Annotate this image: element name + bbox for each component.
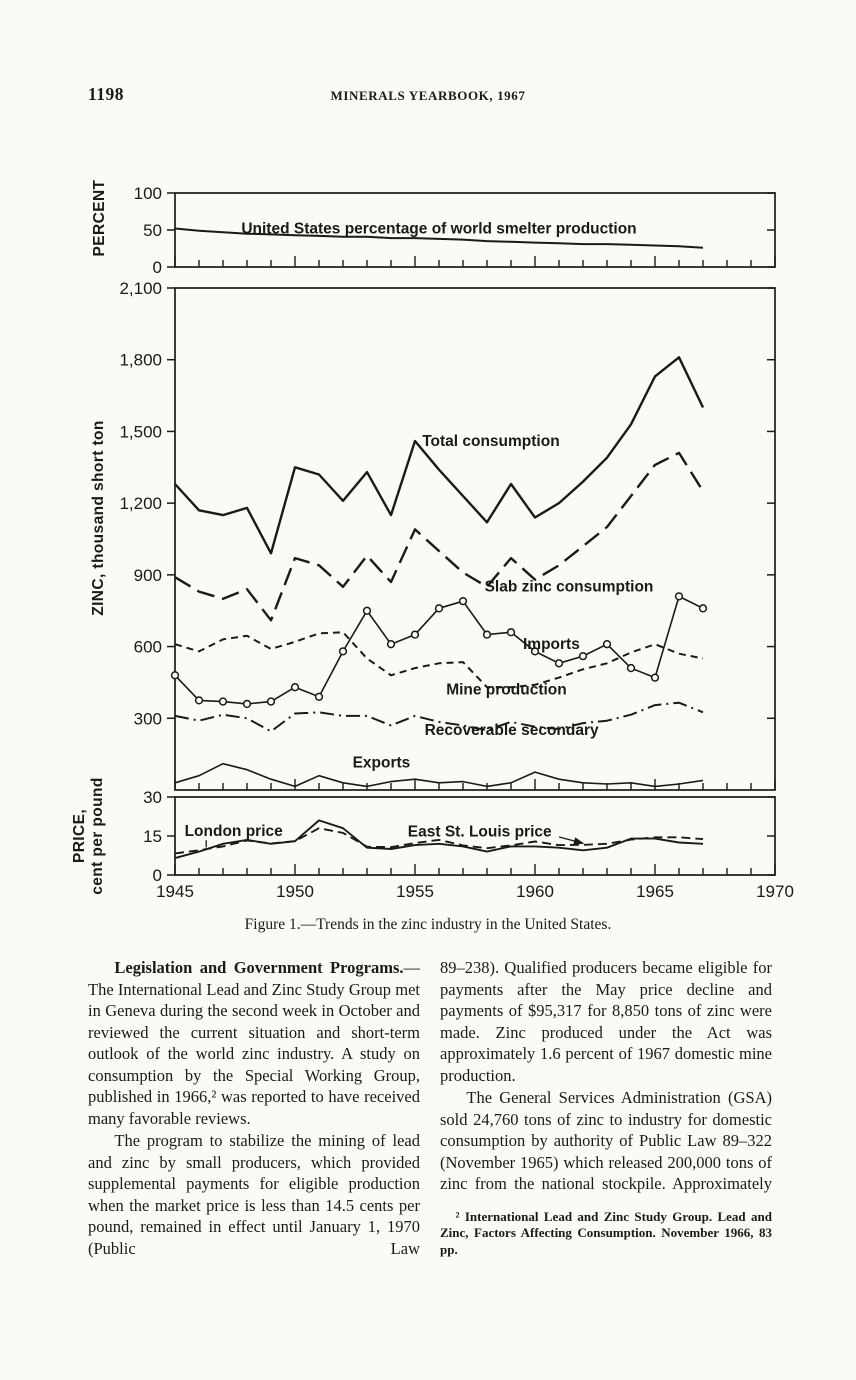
imports-marker [554,659,564,668]
right-column: 89–238). Qualified producers became elig… [440,957,772,1260]
imports-marker [578,651,588,661]
imports-marker [530,647,540,656]
imports-marker [650,673,660,682]
x-tick-label: 1970 [756,882,794,901]
figure-caption: Figure 1.—Trends in the zinc industry in… [244,916,612,933]
y-tick-label: 50 [143,221,162,240]
imports-marker [338,647,348,656]
united-states-percentage-of-world-smelter-production-label: United States percentage of world smelte… [241,221,636,238]
east-st-louis-price-line [174,827,704,855]
slab-zinc-consumption-label: Slab zinc consumption [485,579,654,596]
imports-marker [626,663,636,673]
total-consumption-line [174,356,705,555]
x-tick-label: 1950 [276,882,314,901]
x-tick-label: 1960 [516,882,554,901]
y-tick-label: 1,500 [119,422,162,441]
axis-title: PRICE, [71,809,88,863]
london-price-label: London price [185,823,284,840]
paragraph-legislation: Legislation and Government Programs.—The… [88,957,420,1129]
running-title: MINERALS YEARBOOK, 1967 [330,88,526,103]
y-tick-label: 0 [153,866,162,885]
y-tick-label: 0 [153,258,162,277]
imports-marker [602,640,612,649]
axis-title: ZINC, thousand short ton [90,420,107,616]
exports-line [174,762,704,788]
y-tick-label: 30 [143,788,162,807]
imports-label: Imports [523,636,580,653]
y-tick-label: 1,800 [119,351,162,370]
y-tick-label: 900 [134,566,162,585]
exports-label: Exports [353,754,411,771]
imports-marker [434,604,444,613]
article-body: Legislation and Government Programs.—The… [88,957,772,1260]
panel-price: 0 15 30 London price East St. Louis price [143,788,776,885]
y-tick-label: 2,100 [119,279,162,298]
imports-marker [194,696,204,705]
imports-marker [458,597,468,606]
slab-zinc-consumption-line [174,451,705,622]
recoverable-secondary-label: Recoverable secondary [425,722,599,739]
imports-line [174,595,704,705]
imports-marker [698,604,708,613]
page-number: 1198 [88,84,125,104]
mine-production-line [174,631,704,689]
imports-marker [482,630,492,639]
recoverable-secondary-line [174,701,704,733]
united-states-percentage-of-world-smelter-production-line [174,227,704,249]
x-tick-label: 1955 [396,882,434,901]
imports-marker [410,630,420,639]
total-consumption-label: Total consumption [422,433,559,450]
y-tick-label: 300 [134,709,162,728]
imports-marker [314,692,324,701]
mine-production-label: Mine production [446,681,567,698]
axis-title: PERCENT [91,179,108,256]
imports-marker [266,697,276,706]
imports-marker [386,640,396,649]
footnote: ² International Lead and Zinc Study Grou… [440,1208,772,1257]
paragraph-stabilize-program: The program to stabilize the mining of l… [88,1131,420,1258]
y-tick-label: 1,200 [119,494,162,513]
imports-marker [242,699,252,709]
paragraph-continuation: 89–238). Qualified producers became elig… [440,958,772,1085]
imports-marker [218,697,228,706]
x-tick-label: 1945 [156,882,194,901]
panel-zinc: 300 600 900 1,200 1,500 1,800 2,100 Total consu… [119,279,776,791]
imports-marker [170,671,180,680]
panel-percent: 0 50 100 United States percentage of world … [134,184,776,277]
y-tick-label: 15 [143,827,162,846]
east-st-louis-price-label: East St. Louis price [408,824,552,841]
imports-marker [290,683,300,692]
zinc-trends-chart: 0 50 100 United States percentage of world … [71,179,794,901]
imports-marker [362,606,372,615]
imports-marker [674,592,684,601]
left-column: Legislation and Government Programs.—The… [88,957,420,1260]
axis-title: cent per pound [89,777,106,895]
paragraph-gsa: The General Services Administration (GSA… [440,1088,772,1193]
x-tick-label: 1965 [636,882,674,901]
paragraph-text: —The International Lead and Zinc Study G… [88,958,420,1128]
imports-marker [506,628,516,637]
y-tick-label: 600 [134,638,162,657]
y-tick-label: 100 [134,184,162,203]
section-heading: Legislation and Government Programs. [114,958,404,977]
